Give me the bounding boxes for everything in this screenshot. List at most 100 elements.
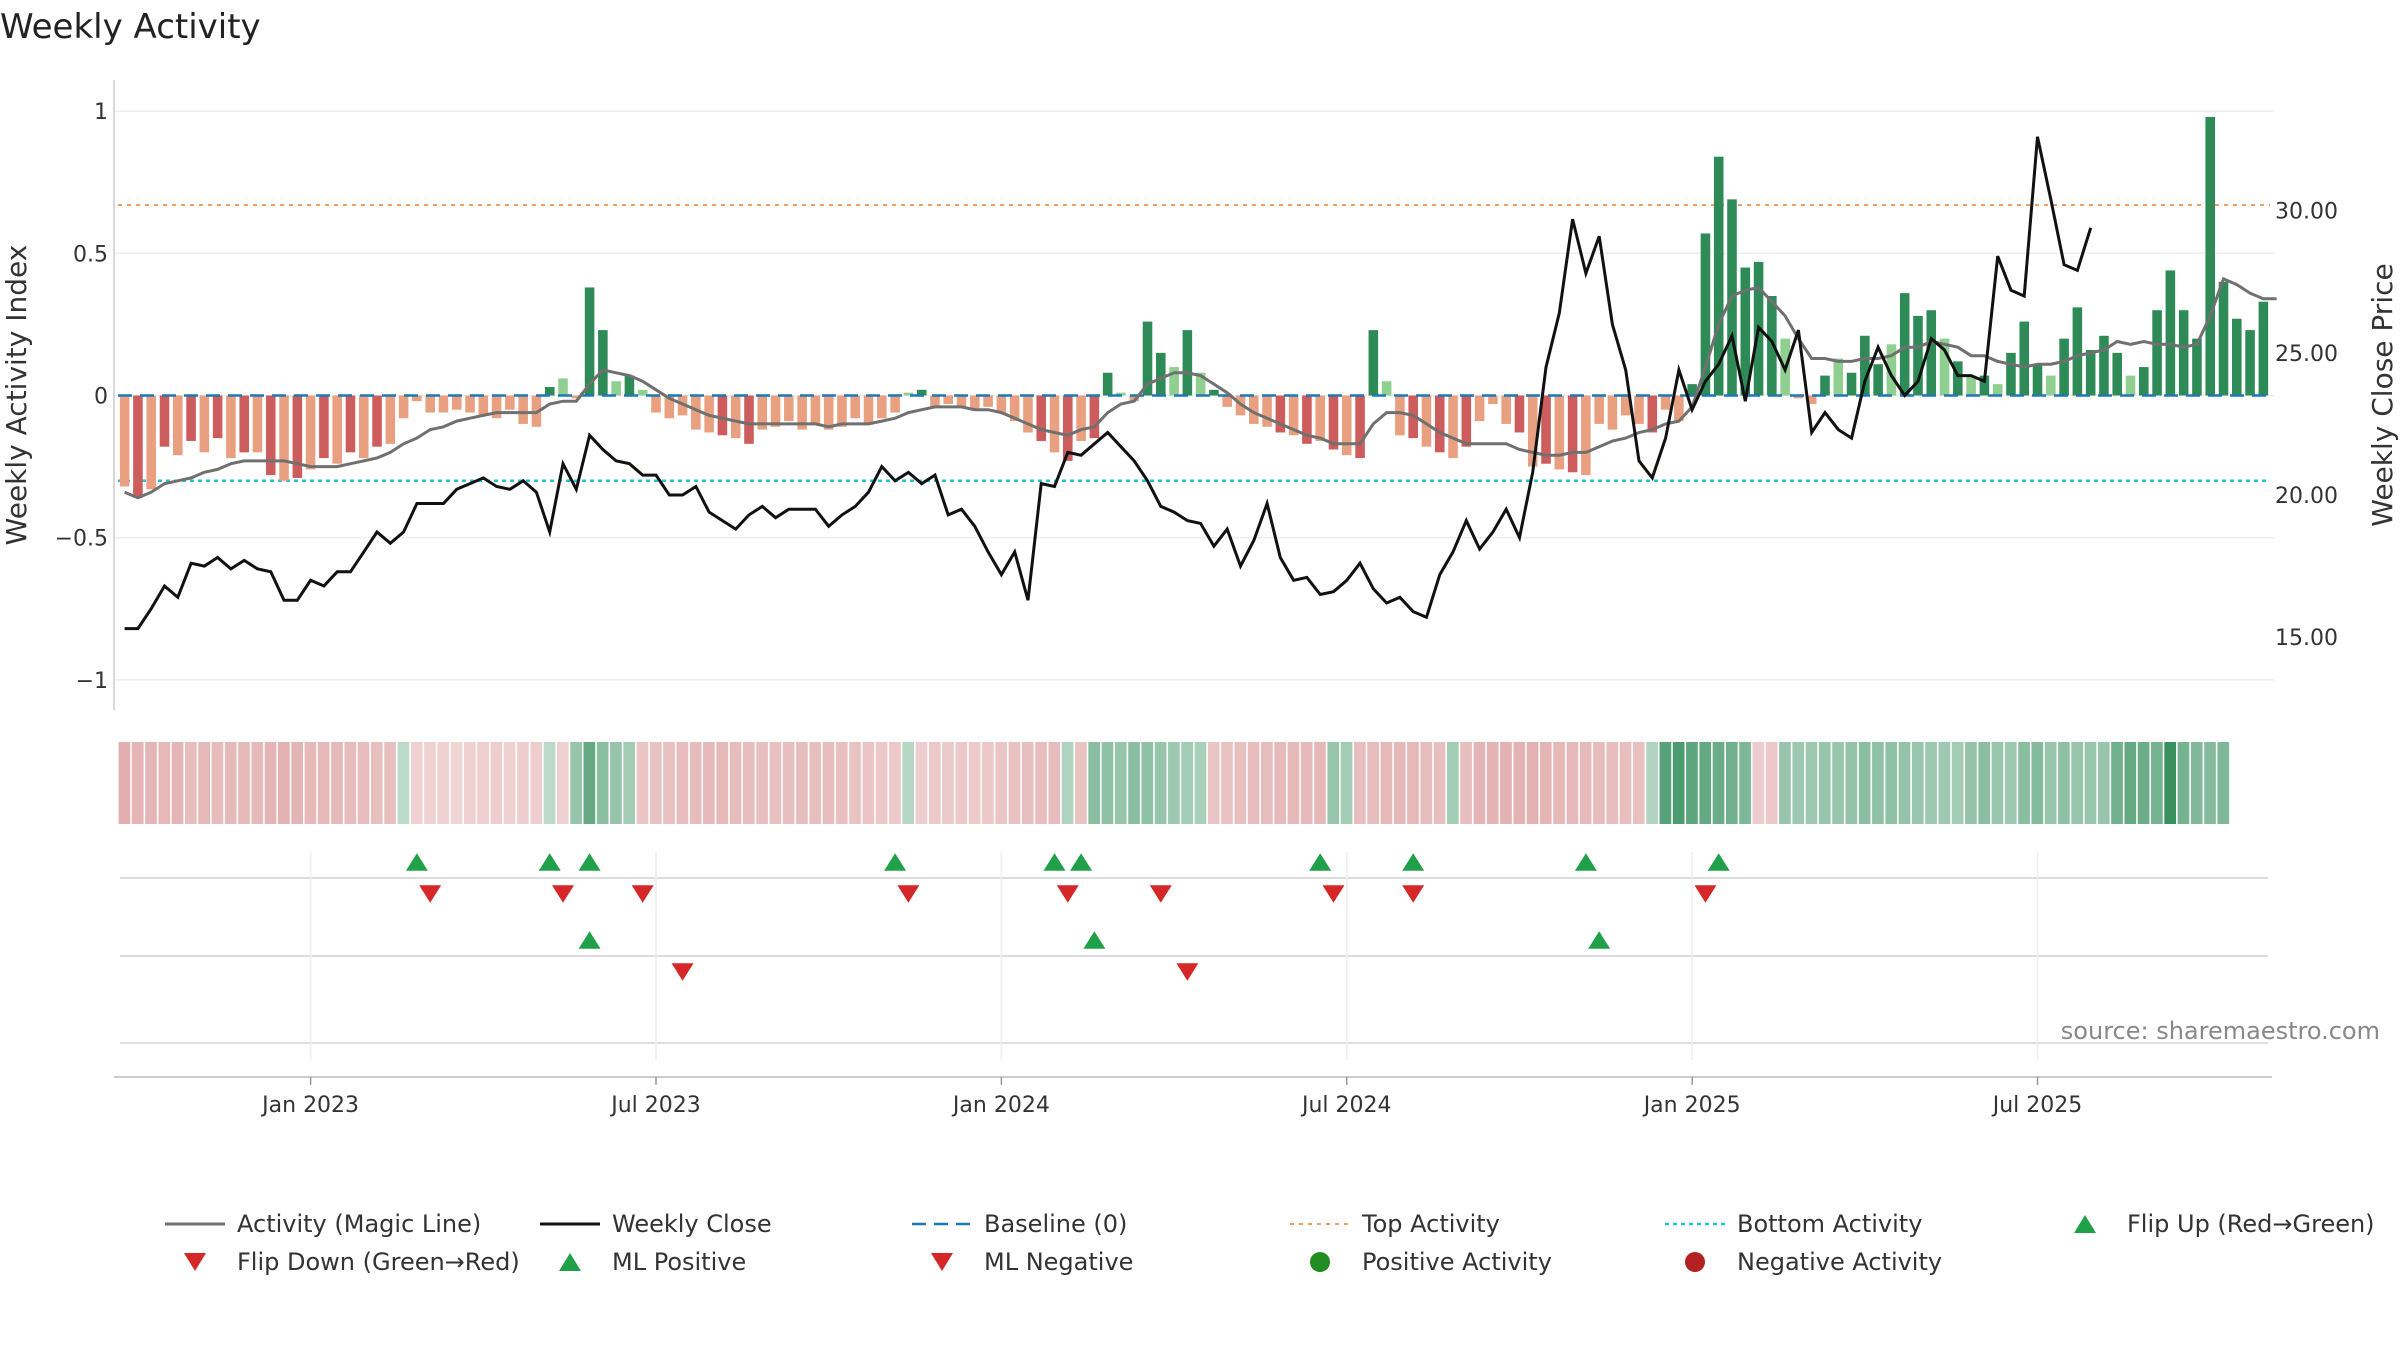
x-tick-label: Jul 2025 [1991,1093,2083,1118]
legend-swatch-dot-neg [1685,1252,1705,1272]
activity-bar [2085,350,2096,396]
activity-bar [544,386,555,396]
strip-cell [410,742,423,824]
strip-cell [928,742,941,824]
strip-cell [716,742,729,824]
strip-cell [397,742,410,824]
strip-cell [1181,742,1193,824]
strip-cell [2018,742,2030,824]
strip-cell [955,742,968,824]
strip-cell [1619,742,1632,824]
strip-cell [1407,742,1419,824]
strip-cell [1792,742,1805,824]
legend-swatch-dot-pos [1310,1252,1330,1272]
y-tick-label: 0 [94,385,108,410]
activity-bar [2006,352,2016,396]
y2-tick-label: 30.00 [2275,200,2338,225]
activity-bar [119,395,130,487]
activity-bar [1647,395,1658,433]
strip-cell [862,742,875,824]
strip-cell [1739,742,1751,824]
activity-bar [345,395,356,453]
activity-bar [1620,395,1631,416]
activity-bar [983,395,993,407]
activity-bar [265,395,276,476]
activity-bar [1262,395,1272,427]
activity-bar [2125,375,2136,396]
activity-bar [1421,395,1432,447]
ml-positive-marker [1083,931,1106,949]
strip-cell [1035,742,1047,824]
activity-bar [1395,395,1405,436]
strip-cell [198,742,210,824]
activity-bar [1116,392,1126,396]
strip-cell [1221,742,1233,824]
activity-bar [1992,384,2003,396]
strip-cell [596,742,609,824]
legend-label: Bottom Activity [1737,1210,1922,1238]
strip-cell [2071,742,2084,824]
strip-cell [1500,742,1512,824]
strip-cell [331,742,343,824]
activity-bar [358,395,369,459]
activity-bar [2152,310,2162,396]
strip-cell [822,742,835,824]
activity-bar [1713,156,1724,396]
activity-bar [1009,395,1020,422]
activity-bar [744,395,754,444]
activity-bar [1474,395,1485,422]
strip-cell [384,742,396,824]
strip-cell [357,742,370,824]
activity-bar [1341,395,1352,456]
strip-cell [2137,742,2150,824]
strip-cell [450,742,463,824]
activity-bar [1381,381,1392,396]
activity-bar [1966,375,1976,396]
activity-bar [943,395,954,405]
activity-bar [1368,330,1379,396]
weekly-close-line [124,136,2093,631]
flip-up-marker [1707,853,1730,871]
strip-cell [1075,742,1087,824]
strip-cell [1885,742,1898,824]
flip-up-marker [405,853,428,871]
strip-cell [742,742,755,824]
flip-up-marker [1402,853,1425,871]
strip-cell [915,742,928,824]
strip-cell [1965,742,1977,824]
strip-cell [689,742,702,824]
activity-bar [478,395,489,416]
activity-bar [199,395,210,453]
strip-cell [902,742,915,824]
activity-bar [1182,330,1193,396]
activity-bar [823,395,834,430]
strip-cell [1513,742,1526,824]
flip-down-marker [1402,885,1425,903]
activity-bar [425,395,435,413]
activity-bar [505,395,515,410]
legend-label: Activity (Magic Line) [237,1210,481,1238]
strip-cell [1314,742,1326,824]
strip-cell [1021,742,1034,824]
strip-cell [968,742,981,824]
strip-cell [1420,742,1433,824]
activity-bar [1049,395,1060,453]
chart-title: Weekly Activity [0,7,261,47]
flip-up-marker [578,853,601,871]
strip-cell [2031,742,2044,824]
strip-cell [1659,742,1672,824]
activity-bar [491,395,502,419]
strip-cell [835,742,848,824]
activity-bar [598,330,608,396]
activity-bar [837,395,847,427]
activity-bar [1063,395,1073,461]
activity-bar [412,395,422,402]
strip-cell [2097,742,2110,824]
strip-cell [1446,742,1459,824]
strip-cell [1938,742,1951,824]
activity-bar [1434,395,1445,453]
strip-cell [1553,742,1565,824]
legend-label: Negative Activity [1737,1248,1942,1276]
flip-down-marker [419,885,442,903]
